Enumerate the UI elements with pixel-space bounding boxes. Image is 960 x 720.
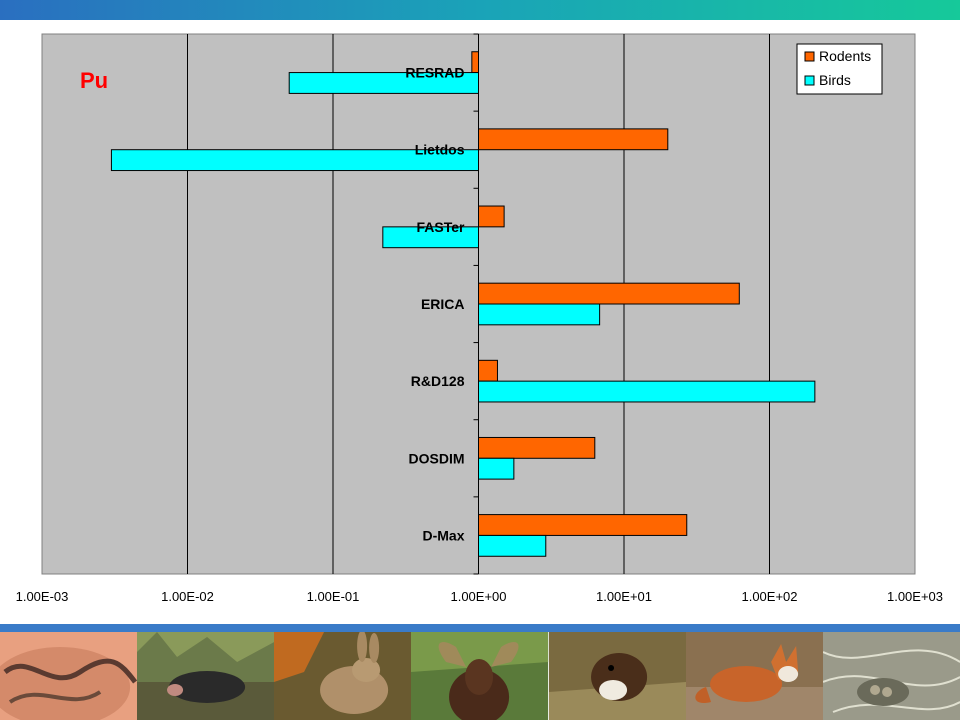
bar-birds-rd128 xyxy=(478,380,816,403)
category-label: ERICA xyxy=(421,296,465,312)
chart-title: Pu xyxy=(80,68,108,93)
category-label: DOSDIM xyxy=(409,450,465,466)
x-tick-label: 1.00E+02 xyxy=(741,589,797,604)
header-gradient-band xyxy=(0,0,960,20)
bar-birds-dmax xyxy=(478,534,547,557)
bar-rodents-faster xyxy=(478,205,505,228)
category-label: FASTer xyxy=(417,219,466,235)
bar-rodents-rd128 xyxy=(478,359,498,382)
bar-rodents-erica xyxy=(478,282,740,305)
legend-label-birds: Birds xyxy=(819,72,851,88)
category-label: D-Max xyxy=(422,527,464,543)
bar-rodents-lietdos xyxy=(478,128,669,151)
bar-rodents-dosdim xyxy=(478,436,596,459)
legend-swatch-rodents xyxy=(804,51,815,62)
x-tick-label: 1.00E+01 xyxy=(596,589,652,604)
x-tick-label: 1.00E-01 xyxy=(307,589,360,604)
legend-swatch-birds xyxy=(804,75,815,86)
bar-rodents-resrad xyxy=(471,51,479,74)
bar-rodents-dmax xyxy=(478,514,688,536)
bar-birds-resrad xyxy=(288,72,479,94)
category-label: R&D128 xyxy=(411,373,465,389)
bar-birds-dosdim xyxy=(478,457,515,480)
rabbit-photo xyxy=(274,632,412,720)
category-labels: RESRAD Lietdos FASTer ERICA R&D128 DOSDIM D-Ma… xyxy=(405,65,465,544)
x-tick-label: 1.00E+03 xyxy=(887,589,943,604)
legend: Rodents Birds xyxy=(796,43,883,95)
animal-photo-strip xyxy=(0,624,960,720)
bar-birds-faster xyxy=(382,226,480,249)
x-axis-tick-labels: 1.00E-03 1.00E-02 1.00E-01 1.00E+00 1.00E+01… xyxy=(16,589,943,604)
nest-photo xyxy=(822,632,960,720)
weasel-photo xyxy=(548,632,686,720)
category-label: Lietdos xyxy=(415,142,465,158)
x-tick-label: 1.00E+00 xyxy=(450,589,506,604)
bars xyxy=(110,51,816,557)
bar-birds-erica xyxy=(478,303,601,326)
x-tick-label: 1.00E-03 xyxy=(16,589,69,604)
x-tick-label: 1.00E-02 xyxy=(161,589,214,604)
earthworm-photo xyxy=(0,632,138,720)
bar-chart: RESRAD Lietdos FASTer ERICA R&D128 DOSDIM D-Ma… xyxy=(16,33,943,604)
category-label: RESRAD xyxy=(405,65,464,81)
fox-photo xyxy=(685,632,823,720)
mole-photo xyxy=(137,632,275,720)
legend-label-rodents: Rodents xyxy=(819,48,871,64)
moose-photo xyxy=(411,632,549,720)
bar-birds-lietdos xyxy=(110,149,479,172)
